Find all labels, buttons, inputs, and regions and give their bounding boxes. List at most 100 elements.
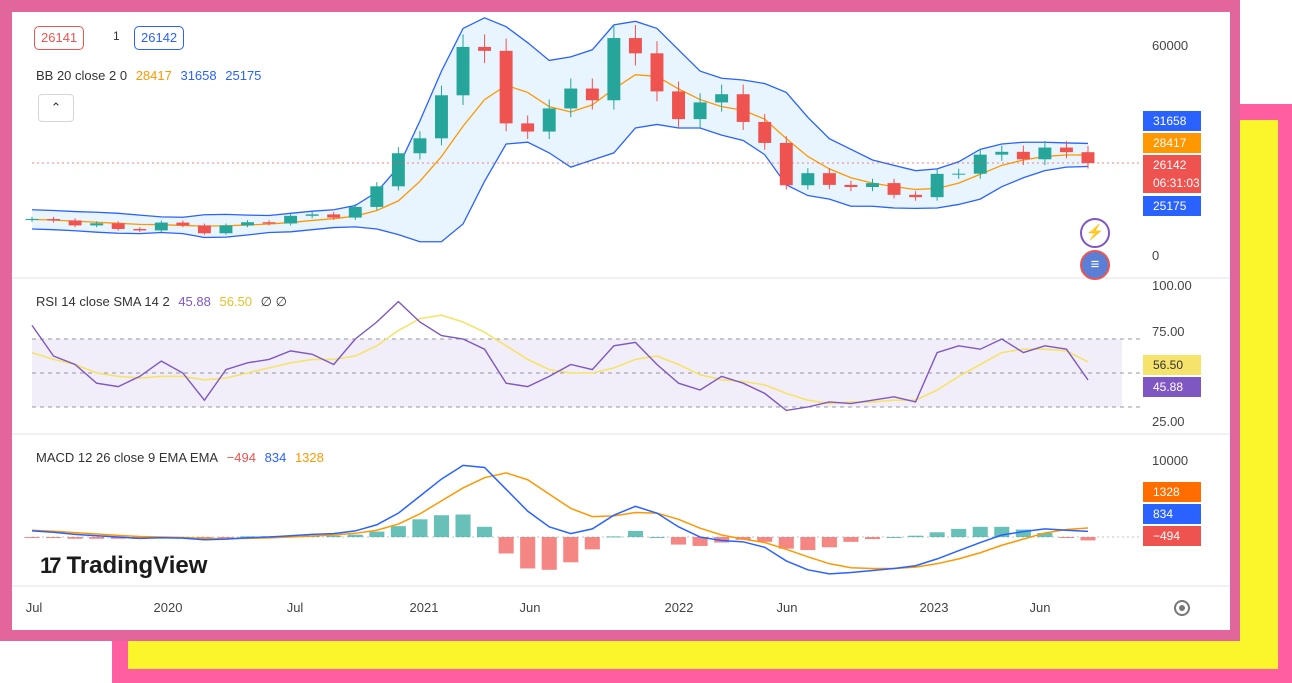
macd-histogram-bar [843,537,859,542]
macd-histogram-bar [821,537,837,548]
candle-body [499,50,513,124]
bb-basis-value: 28417 [135,68,172,83]
macd-histogram-bar [778,537,794,549]
candle-body [1059,147,1073,153]
time-tick-jun-2022: Jun [776,600,798,615]
chart-panel[interactable]: 26141 1 26142 BB 20 close 2 0 28417 3165… [12,12,1230,630]
chart-canvas[interactable] [12,12,1230,630]
rsi-legend-title: RSI 14 close SMA 14 2 [36,294,170,309]
macd-histogram-bar [563,537,579,563]
lower-band-price-label: 25175 [1143,196,1201,216]
macd-signal-line [31,472,1089,570]
candle-body [952,173,966,175]
rsi-value: 45.88 [178,294,211,309]
bb-upper-value: 31658 [180,68,217,83]
bb-legend[interactable]: BB 20 close 2 0 28417 31658 25175 [36,68,266,83]
settings-icon[interactable] [1174,600,1190,616]
macd-histogram-bar [627,530,643,538]
time-tick-jul-2019: Jul [25,600,43,615]
upper-band-price-label: 31658 [1143,111,1201,131]
tradingview-logo-text: TradingView [66,552,208,579]
candle-body [391,153,405,187]
tradingview-logo: 17 TradingView [40,552,207,580]
macd-line [31,464,1089,575]
candle-body [1081,152,1095,164]
flash-icon[interactable]: ⚡ [1080,218,1110,248]
bar-countdown: 06:31:03 [1153,176,1200,190]
macd-legend[interactable]: MACD 12 26 close 9 EMA EMA −494 834 1328 [36,450,329,465]
candle-body [628,38,642,54]
candle-body [133,228,147,231]
macd-histogram-bar [455,514,471,538]
candle-body [930,173,944,198]
basis-price-label: 28417 [1143,133,1201,153]
candle-body [241,222,254,226]
macd-histogram-bar [994,526,1010,538]
bb-lower-value: 25175 [225,68,262,83]
macd-histogram-bar [498,537,514,554]
macd-histogram-bar [584,537,600,550]
macd-histogram-bar [1037,532,1053,538]
macd-histogram-bar [951,528,967,538]
macd-histogram-bar [520,537,536,569]
candle-body [90,223,104,226]
spread-value: 1 [113,29,120,43]
candle-body [542,108,556,132]
macd-histogram-bar [326,535,342,538]
macd-histogram-bar [89,537,105,539]
rsi-price-label: 45.88 [1143,377,1201,397]
price-tick-0: 0 [1152,248,1160,263]
rsi-legend[interactable]: RSI 14 close SMA 14 2 45.88 56.50 ∅ ∅ [36,294,292,310]
macd-histogram-bar [757,537,773,542]
price-tick-60000: 60000 [1152,38,1189,53]
candle-body [305,214,319,216]
candle-body [693,102,707,120]
candle-body [348,206,362,218]
bb-lower-line [31,123,1089,243]
candle-body [1038,147,1052,160]
macd-hist-price-label: −494 [1143,526,1201,546]
candle-body [25,219,39,221]
macd-legend-title: MACD 12 26 close 9 EMA EMA [36,450,219,465]
rsi-sma-price-label: 56.50 [1143,355,1201,375]
candle-body [68,220,82,226]
candle-body [973,154,987,174]
candle-body [478,46,492,51]
macd-hist-value: −494 [226,450,256,465]
macd-histogram-bar [46,537,62,539]
macd-value: 834 [264,450,287,465]
candle-body [909,194,923,198]
candle-body [47,219,61,221]
macd-histogram-bar [218,537,234,539]
candle-body [736,94,750,122]
candle-body [197,225,211,234]
bid-price-box[interactable]: 26141 [34,26,85,50]
candle-body [650,53,664,92]
flag-icon[interactable]: ≡ [1080,250,1110,280]
bb-band-fill [32,17,1088,242]
candle-body [844,184,858,188]
macd-histogram-bar [929,532,945,538]
candle-body [262,222,276,224]
macd-histogram-bar [1058,537,1074,539]
macd-histogram-bar [369,531,385,538]
macd-histogram-bar [692,537,708,546]
rsi-tick-100: 100.00 [1152,278,1192,293]
candle-body [887,183,901,195]
macd-histogram-bar [239,536,256,538]
rsi-extra-values: ∅ ∅ [260,294,287,309]
candle-body [715,94,729,103]
rsi-tick-25: 25.00 [1152,414,1185,429]
candle-body [866,183,879,188]
candle-body [284,215,298,224]
macd-histogram-bar [972,526,988,538]
macd-histogram-bar [477,526,493,538]
macd-histogram-bar [1080,537,1096,541]
collapse-legend-button[interactable]: ⌃ [38,94,74,122]
rsi-line [31,300,1089,412]
candle-body [521,123,535,132]
macd-histogram-bar [67,537,83,539]
ask-price-box[interactable]: 26142 [134,26,185,50]
last-price-label: 26142 06:31:03 [1143,155,1201,193]
macd-histogram-bar [390,526,406,538]
